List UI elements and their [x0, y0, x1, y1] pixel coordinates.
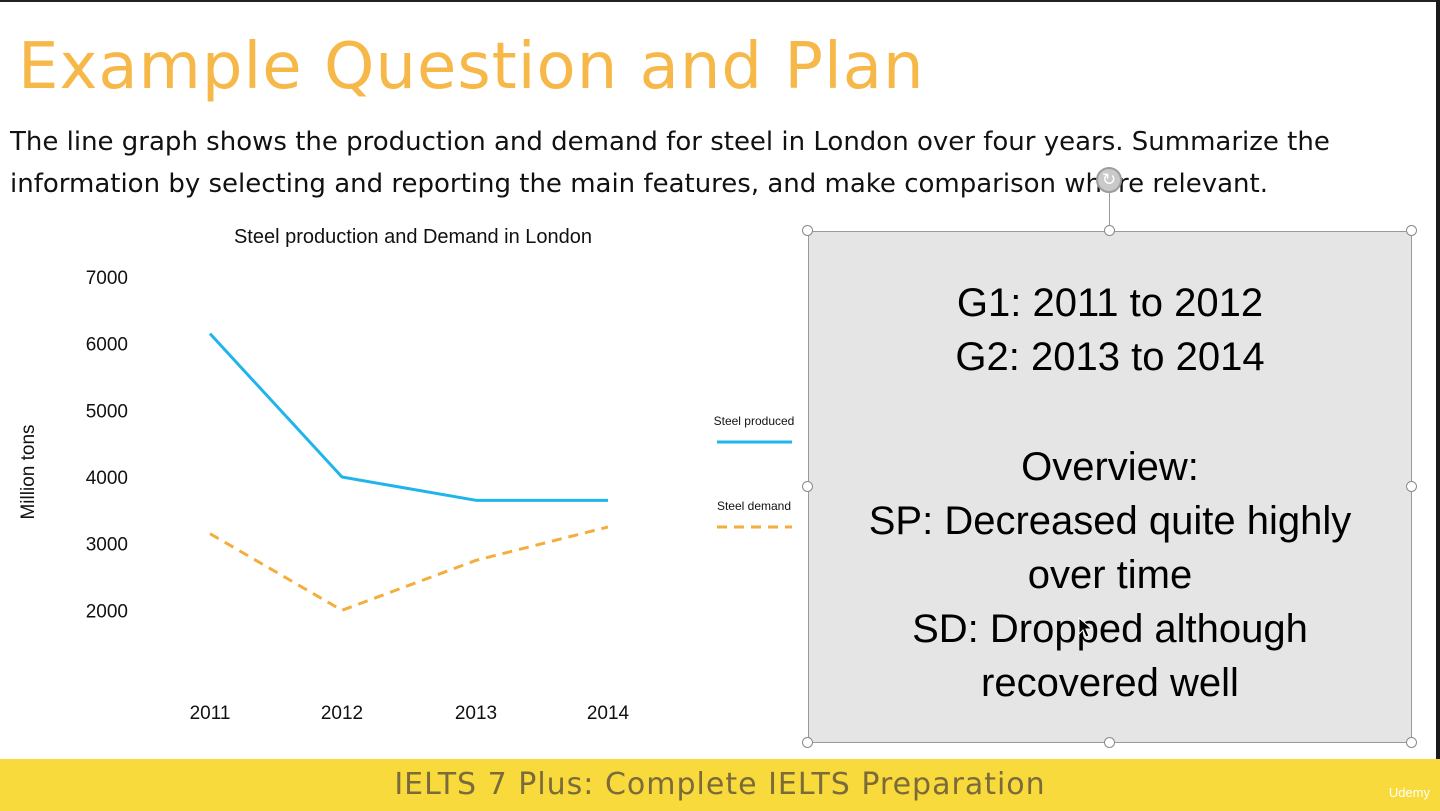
y-tick-label: 5000	[86, 401, 128, 422]
plan-line-overview: Overview:	[1021, 445, 1199, 489]
plan-line-sd: SD: Dropped although	[912, 607, 1308, 651]
resize-handle-bottom-center[interactable]	[1104, 737, 1115, 748]
udemy-watermark: Udemy	[1388, 785, 1430, 800]
y-tick-label: 3000	[86, 535, 128, 556]
resize-handle-top-left[interactable]	[802, 225, 813, 236]
resize-handle-bottom-left[interactable]	[802, 737, 813, 748]
top-border	[0, 0, 1440, 2]
y-tick-label: 2000	[86, 601, 128, 622]
plan-line-sp-cont: over time	[1027, 553, 1193, 597]
right-border	[1436, 0, 1440, 811]
series-line-steel-produced	[208, 332, 608, 502]
resize-handle-top-right[interactable]	[1406, 225, 1417, 236]
steel-line-chart: Steel production and Demand in London Mi…	[18, 226, 795, 724]
x-tick-label: 2013	[455, 703, 497, 724]
rotate-handle-icon[interactable]: ↻	[1096, 167, 1122, 193]
plan-line-g2: G2: 2013 to 2014	[955, 335, 1265, 379]
rotate-stem	[1109, 190, 1110, 230]
resize-handle-middle-left[interactable]	[802, 481, 813, 492]
legend-label: Steel produced	[714, 414, 795, 428]
course-footer: IELTS 7 Plus: Complete IELTS Preparation	[0, 759, 1440, 811]
legend-label: Steel demand	[717, 499, 791, 513]
y-tick-label: 6000	[86, 335, 128, 356]
slide-title: Example Question and Plan	[18, 30, 925, 104]
plan-line-sd-cont: recovered well	[981, 661, 1239, 705]
y-axis-label: Million tons	[18, 424, 39, 519]
plan-textbox[interactable]: G1: 2011 to 2012 G2: 2013 to 2014 Overvi…	[808, 231, 1412, 743]
y-tick-label: 7000	[86, 268, 128, 289]
resize-handle-top-center[interactable]	[1104, 225, 1115, 236]
x-tick-label: 2014	[587, 703, 630, 724]
y-tick-label: 4000	[86, 468, 128, 489]
x-tick-label: 2011	[190, 703, 231, 724]
resize-handle-middle-right[interactable]	[1406, 481, 1417, 492]
series-line-steel-demand	[209, 525, 609, 612]
arrow-cursor-icon	[1078, 617, 1094, 638]
course-title: IELTS 7 Plus: Complete IELTS Preparation	[394, 767, 1046, 802]
question-text: The line graph shows the production and …	[10, 127, 1330, 199]
plan-line-g1: G1: 2011 to 2012	[956, 281, 1264, 325]
x-tick-label: 2012	[321, 703, 363, 724]
resize-handle-bottom-right[interactable]	[1406, 737, 1417, 748]
chart-title: Steel production and Demand in London	[234, 226, 592, 248]
plan-line-sp: SP: Decreased quite highly	[868, 499, 1352, 543]
